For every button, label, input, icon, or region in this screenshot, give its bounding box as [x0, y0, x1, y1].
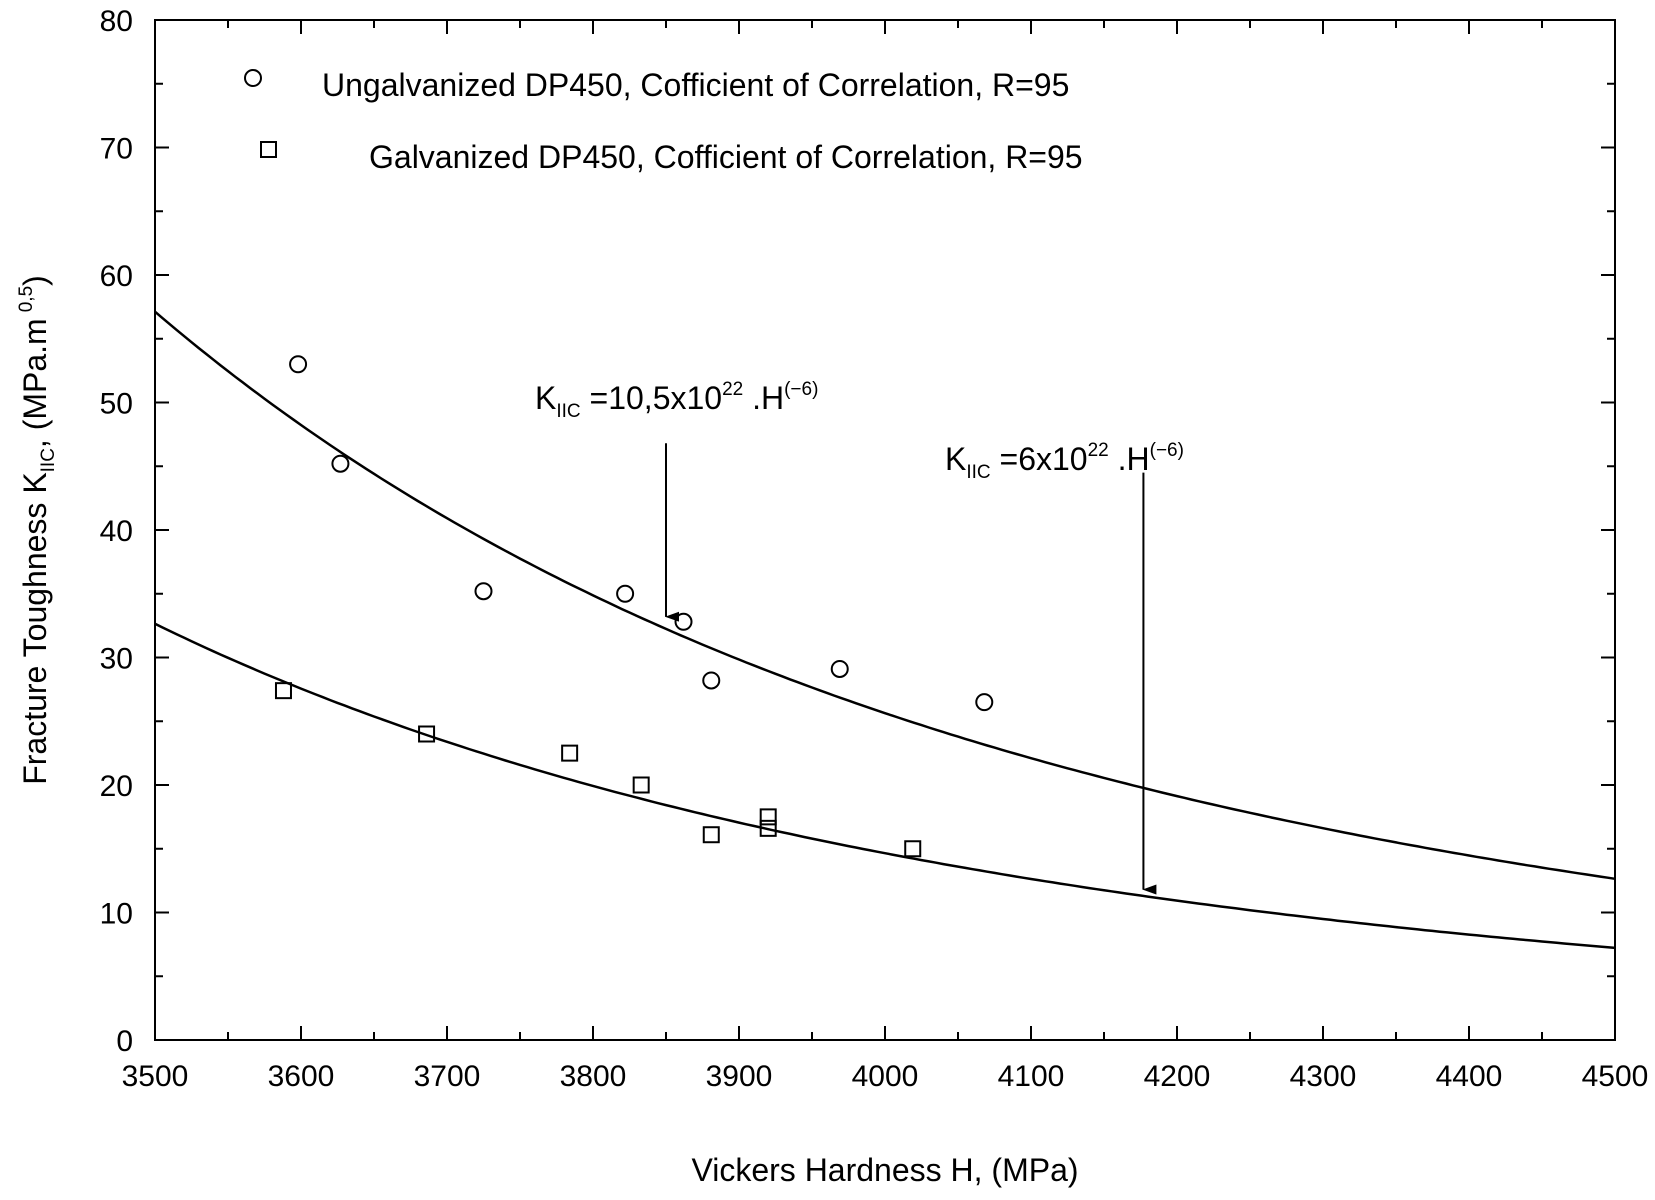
y-tick-label: 30 — [100, 643, 133, 676]
data-point-circle — [702, 671, 721, 690]
data-point-circle — [830, 659, 849, 678]
y-tick-label: 10 — [100, 898, 133, 931]
y-axis-ticks: 0 10 20 30 40 50 60 70 80 — [100, 5, 1615, 1058]
legend-label-ungalvanized: Ungalvanized DP450, Cofficient of Correl… — [322, 67, 1069, 103]
legend-marker-square — [260, 141, 277, 158]
data-point-circle — [975, 693, 994, 712]
y-tick-label: 40 — [100, 515, 133, 548]
x-tick-label: 4300 — [1290, 1060, 1357, 1093]
data-point-square — [904, 840, 922, 858]
data-point-square — [418, 725, 436, 743]
x-tick-label: 3800 — [560, 1060, 627, 1093]
y-tick-label: 50 — [100, 388, 133, 421]
data-point-circle — [674, 612, 693, 631]
x-tick-label: 4100 — [998, 1060, 1065, 1093]
x-axis-ticks: 3500 3600 3700 3800 3900 4000 4100 4200 4300 4400… — [122, 20, 1649, 1093]
equation-annotations: KIIC =10,5x1022 .H(−6) KIIC =6x1022 .H(−6… — [535, 379, 1184, 895]
legend-label-galvanized: Galvanized DP450, Cofficient of Correlat… — [369, 139, 1083, 175]
x-tick-label: 3500 — [122, 1060, 189, 1093]
data-point-square — [759, 819, 777, 837]
data-point-square — [759, 808, 777, 826]
x-tick-label: 4000 — [852, 1060, 919, 1093]
legend: Ungalvanized DP450, Cofficient of Correl… — [244, 67, 1083, 175]
x-tick-label: 3600 — [268, 1060, 335, 1093]
data-point-circle — [474, 582, 493, 601]
y-tick-label: 70 — [100, 133, 133, 166]
x-tick-label: 3900 — [706, 1060, 773, 1093]
data-point-circle — [331, 454, 350, 473]
x-tick-label: 4200 — [1144, 1060, 1211, 1093]
x-axis-title: Vickers Hardness H, (MPa) — [691, 1152, 1078, 1188]
y-tick-label: 80 — [100, 5, 133, 38]
y-tick-label: 20 — [100, 770, 133, 803]
y-tick-label: 0 — [116, 1025, 133, 1058]
x-tick-label: 4400 — [1436, 1060, 1503, 1093]
data-point-circle — [616, 584, 635, 603]
data-point-square — [561, 744, 579, 762]
fit-curve-series-0 — [154, 310, 1616, 881]
data-point-circle — [289, 355, 308, 374]
data-point-square — [274, 682, 292, 700]
legend-marker-circle — [244, 69, 262, 87]
x-tick-label: 3700 — [414, 1060, 481, 1093]
fit-curves — [154, 310, 1616, 950]
equation-label-1: KIIC =6x1022 .H(−6) — [945, 440, 1184, 483]
equation-label-0: KIIC =10,5x1022 .H(−6) — [535, 379, 818, 422]
x-tick-label: 4500 — [1582, 1060, 1649, 1093]
data-point-square — [702, 826, 720, 844]
fit-curve-series-1 — [154, 622, 1616, 950]
y-tick-label: 60 — [100, 260, 133, 293]
data-markers — [274, 355, 994, 858]
y-axis-title: Fracture Toughness KIIC, (MPa.m0,5) — [16, 275, 59, 785]
data-point-square — [632, 776, 650, 794]
